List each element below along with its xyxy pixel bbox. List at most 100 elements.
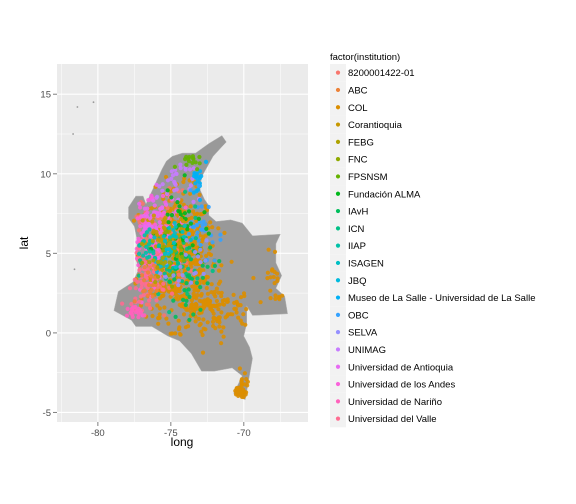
legend-marker xyxy=(335,191,341,196)
data-point xyxy=(186,266,191,271)
data-point xyxy=(141,213,146,219)
data-point xyxy=(218,232,223,237)
data-point xyxy=(144,244,149,249)
x-axis: -80 -75 -70 xyxy=(91,422,251,439)
data-point xyxy=(205,275,210,280)
data-point xyxy=(173,171,179,176)
data-point xyxy=(138,279,144,284)
data-point xyxy=(137,201,142,206)
data-point xyxy=(176,208,181,214)
data-point xyxy=(160,267,165,272)
data-point xyxy=(215,319,220,324)
data-point xyxy=(180,273,185,278)
y-tick-label: -5 xyxy=(43,408,51,419)
legend-marker xyxy=(335,295,341,300)
legend-marker xyxy=(335,105,341,110)
data-point xyxy=(205,264,210,269)
data-point xyxy=(183,302,188,308)
data-point xyxy=(201,268,206,273)
data-point xyxy=(136,236,141,241)
data-point xyxy=(188,257,194,262)
legend-label: IIAP xyxy=(348,241,366,252)
data-point xyxy=(177,286,182,291)
data-point xyxy=(124,313,130,318)
data-point xyxy=(206,231,211,236)
data-point xyxy=(190,160,195,165)
data-point xyxy=(280,293,285,298)
data-point xyxy=(175,254,180,259)
data-point xyxy=(195,288,200,293)
data-point xyxy=(180,219,186,224)
data-point xyxy=(157,220,162,225)
data-point xyxy=(190,302,195,307)
data-point xyxy=(160,193,166,199)
data-point xyxy=(193,160,198,165)
data-point xyxy=(182,211,187,216)
data-point xyxy=(221,334,226,339)
data-point xyxy=(206,251,212,256)
data-point xyxy=(195,230,200,235)
data-point xyxy=(142,278,147,283)
legend-marker xyxy=(335,87,341,93)
data-point xyxy=(190,243,195,248)
data-point xyxy=(142,265,147,270)
data-point xyxy=(199,204,204,209)
data-point xyxy=(154,251,159,256)
data-point xyxy=(201,271,206,276)
data-point xyxy=(163,215,168,220)
legend-marker xyxy=(335,174,341,179)
data-point xyxy=(138,310,144,315)
data-point xyxy=(213,294,218,299)
legend: factor(institution) 8200001422-01 ABC COL C… xyxy=(330,52,535,428)
data-point xyxy=(181,234,186,239)
data-point xyxy=(239,390,244,395)
data-point xyxy=(236,315,241,320)
legend-marker xyxy=(335,399,341,404)
data-point xyxy=(160,182,165,187)
data-point xyxy=(151,251,156,256)
data-point xyxy=(216,290,221,295)
legend-marker xyxy=(335,260,341,266)
legend-label: FNC xyxy=(348,155,368,166)
x-tick-label: -75 xyxy=(164,428,178,439)
data-point xyxy=(159,206,164,211)
data-point xyxy=(204,226,209,231)
data-point xyxy=(266,247,271,252)
data-point xyxy=(140,201,145,206)
data-point xyxy=(152,235,157,240)
data-point xyxy=(204,253,209,258)
data-point xyxy=(208,245,213,250)
data-point xyxy=(166,321,171,326)
data-point xyxy=(229,259,234,264)
data-point xyxy=(186,287,191,292)
data-point xyxy=(186,209,192,214)
data-point xyxy=(210,240,215,245)
legend-label: Museo de La Salle - Universidad de La Sa… xyxy=(348,293,535,304)
data-point xyxy=(125,306,130,311)
data-point xyxy=(210,225,215,230)
data-point xyxy=(135,279,140,284)
data-point xyxy=(156,244,161,249)
data-point xyxy=(173,265,178,270)
data-point xyxy=(162,238,168,244)
data-point xyxy=(210,319,216,324)
data-point xyxy=(177,331,182,337)
data-point xyxy=(197,192,202,197)
data-point xyxy=(195,223,200,228)
x-tick-label: -80 xyxy=(91,428,105,439)
data-point xyxy=(147,260,152,265)
data-point xyxy=(144,302,149,307)
data-point xyxy=(191,156,196,161)
data-point xyxy=(219,341,224,346)
data-point xyxy=(164,316,169,321)
data-point xyxy=(157,184,162,189)
data-point xyxy=(147,249,152,254)
data-point xyxy=(218,237,223,242)
data-point xyxy=(169,176,174,181)
data-point xyxy=(137,251,142,256)
legend-marker xyxy=(335,157,341,162)
data-point xyxy=(218,279,223,284)
legend-marker xyxy=(335,330,341,335)
data-point xyxy=(142,206,147,211)
data-point xyxy=(147,298,152,303)
